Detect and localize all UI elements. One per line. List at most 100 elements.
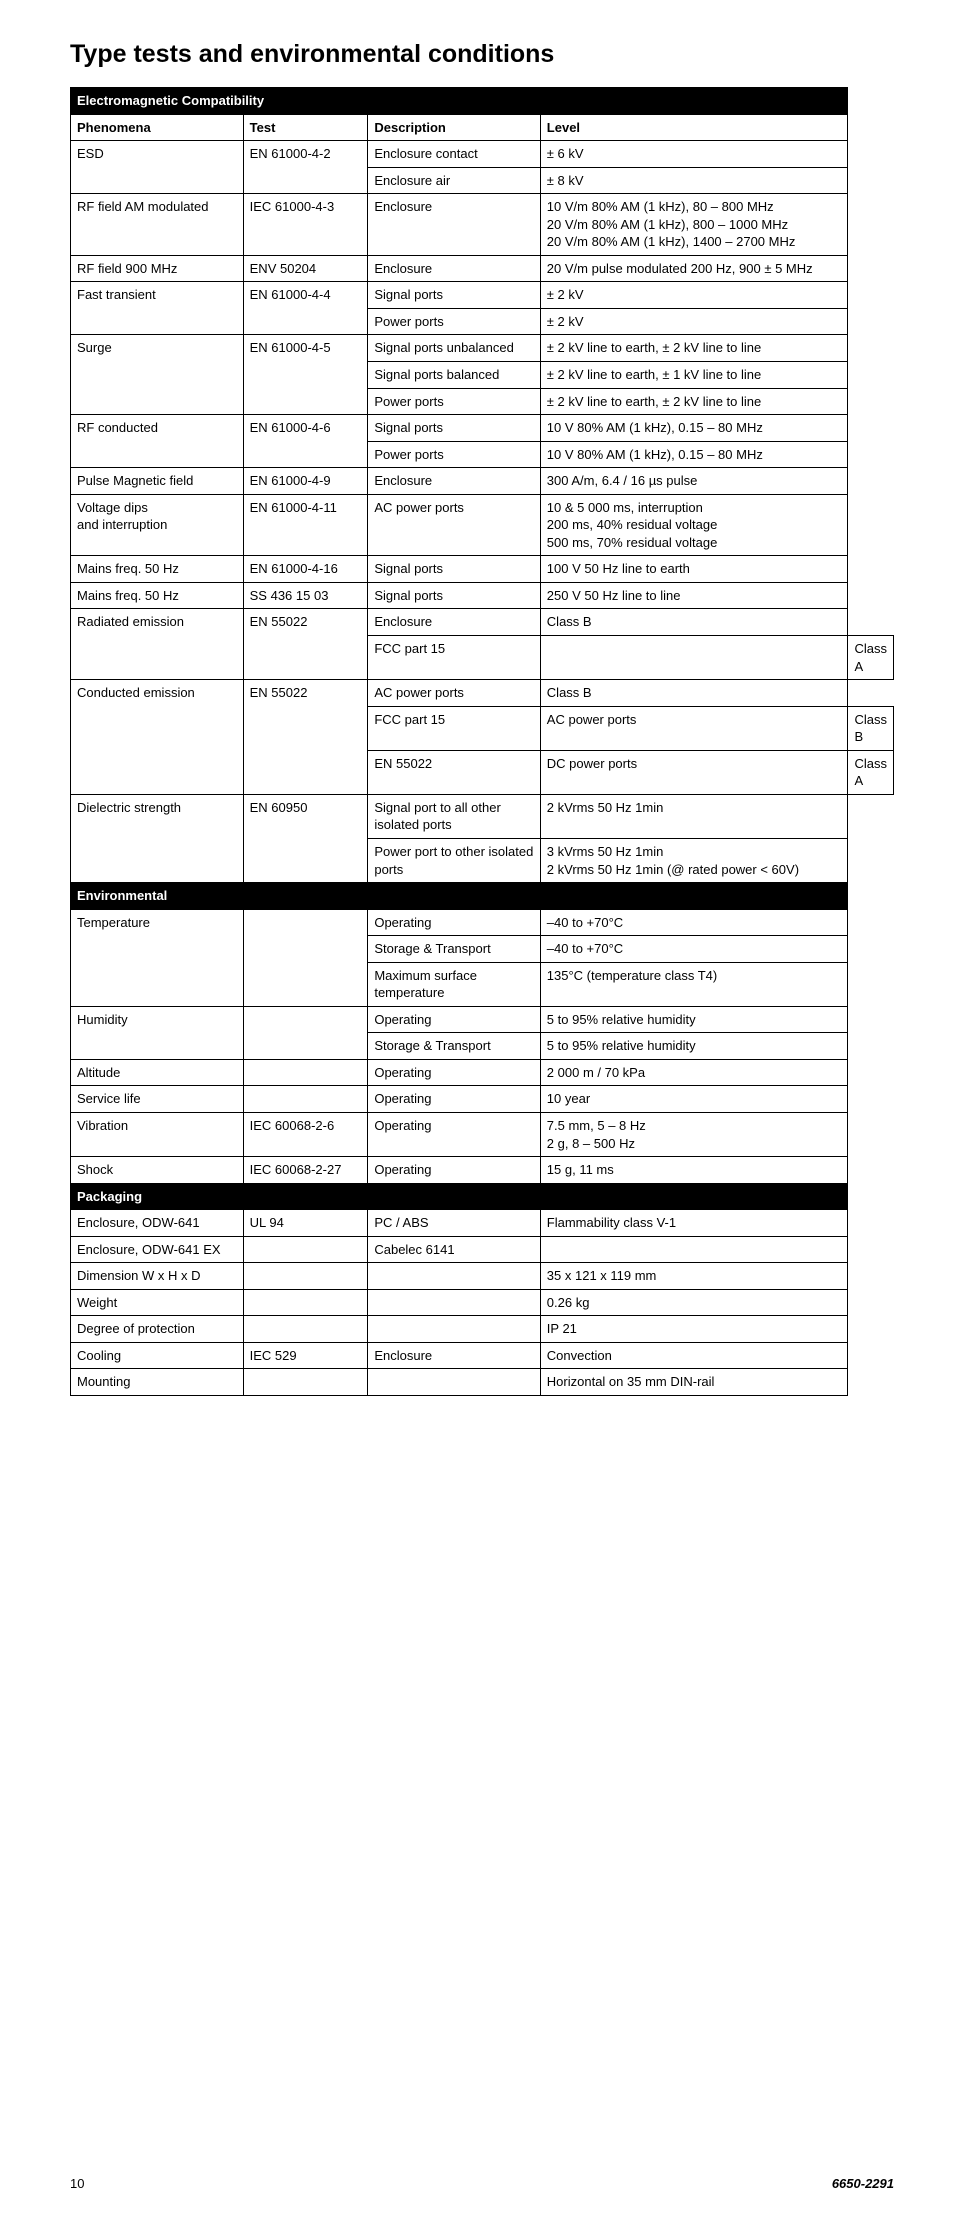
cell-level: ± 2 kV [540,308,848,335]
page-number: 10 [70,2176,84,2191]
cell-level: Class B [540,680,848,707]
cell-test [243,1059,368,1086]
cell-level: Class B [540,609,848,636]
section-header-row: Environmental [71,883,894,910]
column-header-cell: Phenomena [71,114,244,141]
page-title: Type tests and environmental conditions [70,40,894,69]
cell-description: AC power ports [540,706,848,750]
cell-test: IEC 529 [243,1342,368,1369]
cell-phenomena: Pulse Magnetic field [71,468,244,495]
table-row: Conducted emissionEN 55022AC power ports… [71,680,894,707]
cell-phenomena: Mains freq. 50 Hz [71,556,244,583]
cell-level: 2 kVrms 50 Hz 1min [540,794,848,838]
cell-description: Enclosure contact [368,141,540,168]
table-row: Fast transientEN 61000-4-4Signal ports± … [71,282,894,309]
cell-level: 20 V/m pulse modulated 200 Hz, 900 ± 5 M… [540,255,848,282]
cell-level: 2 000 m / 70 kPa [540,1059,848,1086]
cell-level: 35 x 121 x 119 mm [540,1263,848,1290]
cell-phenomena: Shock [71,1157,244,1184]
table-row: HumidityOperating5 to 95% relative humid… [71,1006,894,1033]
cell-level: 3 kVrms 50 Hz 1min2 kVrms 50 Hz 1min (@ … [540,838,848,882]
cell-level: 5 to 95% relative humidity [540,1033,848,1060]
cell-description: Signal ports balanced [368,362,540,389]
cell-level: Convection [540,1342,848,1369]
cell-test [243,1006,368,1059]
cell-phenomena: Dimension W x H x D [71,1263,244,1290]
cell-level: 10 V 80% AM (1 kHz), 0.15 – 80 MHz [540,415,848,442]
cell-test [243,909,368,1006]
table-row: Weight0.26 kg [71,1289,894,1316]
cell-test: IEC 61000-4-3 [243,194,368,256]
cell-test: FCC part 15 [368,636,540,680]
table-row: RF conductedEN 61000-4-6Signal ports10 V… [71,415,894,442]
table-row: AltitudeOperating2 000 m / 70 kPa [71,1059,894,1086]
cell-test: SS 436 15 03 [243,582,368,609]
section-header-row: Packaging [71,1183,894,1210]
cell-level: Class B [848,706,894,750]
cell-phenomena: RF field AM modulated [71,194,244,256]
cell-phenomena: Weight [71,1289,244,1316]
cell-description: Enclosure [368,609,540,636]
cell-description: Operating [368,1157,540,1184]
cell-test: EN 61000-4-5 [243,335,368,415]
table-row: Pulse Magnetic fieldEN 61000-4-9Enclosur… [71,468,894,495]
cell-phenomena: Temperature [71,909,244,1006]
page-footer: 10 6650-2291 [70,2176,894,2191]
cell-level: 10 year [540,1086,848,1113]
cell-level: ± 2 kV [540,282,848,309]
cell-phenomena: Surge [71,335,244,415]
cell-description: Operating [368,1112,540,1156]
table-row: Mains freq. 50 HzEN 61000-4-16Signal por… [71,556,894,583]
cell-test: FCC part 15 [368,706,540,750]
cell-level: 10 & 5 000 ms, interruption200 ms, 40% r… [540,494,848,556]
cell-level: 100 V 50 Hz line to earth [540,556,848,583]
cell-description: AC power ports [368,680,540,707]
table-row: CoolingIEC 529EnclosureConvection [71,1342,894,1369]
cell-description: Operating [368,1086,540,1113]
column-header-cell: Description [368,114,540,141]
cell-description: Signal ports [368,582,540,609]
cell-description: Signal ports [368,556,540,583]
cell-description: Enclosure [368,1342,540,1369]
cell-level: ± 2 kV line to earth, ± 1 kV line to lin… [540,362,848,389]
cell-test: IEC 60068-2-6 [243,1112,368,1156]
cell-test: EN 61000-4-9 [243,468,368,495]
cell-description: Maximum surface temperature [368,962,540,1006]
cell-phenomena: Vibration [71,1112,244,1156]
cell-phenomena: RF conducted [71,415,244,468]
cell-description: Signal ports [368,415,540,442]
cell-description: Operating [368,909,540,936]
table-row: VibrationIEC 60068-2-6Operating7.5 mm, 5… [71,1112,894,1156]
cell-phenomena: Service life [71,1086,244,1113]
cell-test: EN 61000-4-6 [243,415,368,468]
column-header-cell: Level [540,114,848,141]
cell-description: Signal ports [368,282,540,309]
cell-phenomena: Degree of protection [71,1316,244,1343]
table-row: SurgeEN 61000-4-5Signal ports unbalanced… [71,335,894,362]
cell-test: EN 61000-4-4 [243,282,368,335]
cell-description: PC / ABS [368,1210,540,1237]
cell-level: Class A [848,750,894,794]
cell-phenomena: Fast transient [71,282,244,335]
cell-level: 7.5 mm, 5 – 8 Hz2 g, 8 – 500 Hz [540,1112,848,1156]
table-row: Mains freq. 50 HzSS 436 15 03Signal port… [71,582,894,609]
table-row: TemperatureOperating–40 to +70°C [71,909,894,936]
column-header-row: PhenomenaTestDescriptionLevel [71,114,894,141]
cell-description [368,1289,540,1316]
cell-description [368,1263,540,1290]
cell-test: ENV 50204 [243,255,368,282]
cell-test: EN 61000-4-16 [243,556,368,583]
cell-test [243,1369,368,1396]
cell-test: EN 55022 [243,680,368,795]
section-header-row: Electromagnetic Compatibility [71,88,894,115]
cell-description: Operating [368,1059,540,1086]
cell-level: 300 A/m, 6.4 / 16 µs pulse [540,468,848,495]
cell-phenomena: Mains freq. 50 Hz [71,582,244,609]
cell-description: Signal ports unbalanced [368,335,540,362]
cell-test: UL 94 [243,1210,368,1237]
cell-phenomena: Enclosure, ODW-641 EX [71,1236,244,1263]
cell-description: Enclosure air [368,167,540,194]
table-row: RF field 900 MHzENV 50204Enclosure20 V/m… [71,255,894,282]
cell-description: Enclosure [368,194,540,256]
cell-description: Signal port to all other isolated ports [368,794,540,838]
